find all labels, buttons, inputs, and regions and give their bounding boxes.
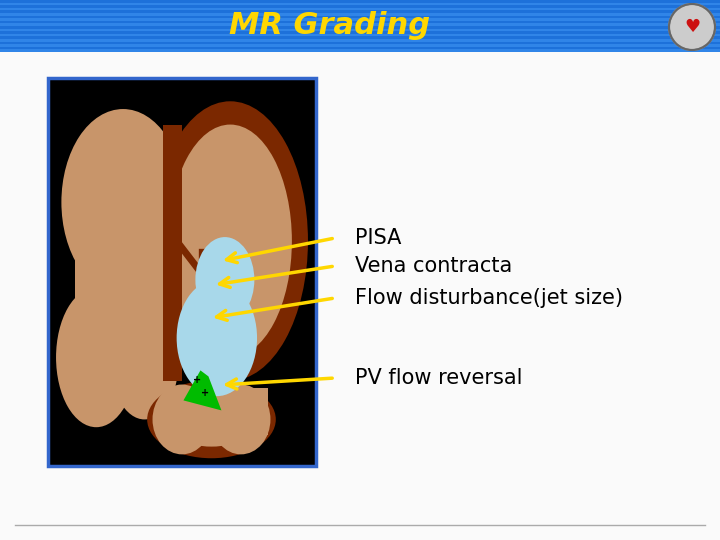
Text: +: + [194,375,202,386]
Ellipse shape [176,280,257,396]
Ellipse shape [153,102,308,381]
Ellipse shape [195,237,254,322]
Text: PISA: PISA [355,228,401,248]
Ellipse shape [109,295,179,420]
Ellipse shape [163,392,260,447]
Bar [0,16,720,18]
Bar [171,388,268,435]
Text: +: + [202,388,210,399]
Bar [0,0,720,52]
Bar [75,241,171,326]
Ellipse shape [153,384,212,454]
Bar [0,36,720,39]
Polygon shape [184,370,222,410]
Text: Vena contracta: Vena contracta [355,256,512,276]
Bar [0,42,720,44]
Ellipse shape [168,125,292,357]
Bar [0,0,720,3]
Bar [163,125,182,381]
Bar [0,10,720,13]
Bar [0,23,720,26]
Ellipse shape [61,109,184,295]
Ellipse shape [212,384,271,454]
Bar [0,5,720,8]
Polygon shape [204,292,241,322]
Bar [0,34,720,36]
Bar [48,78,316,466]
Bar [0,21,720,23]
Text: MR Grading: MR Grading [230,11,431,40]
Text: Flow disturbance(jet size): Flow disturbance(jet size) [355,288,623,308]
Bar [0,47,720,49]
Bar [0,39,720,42]
Bar [0,31,720,34]
Bar [0,18,720,21]
Ellipse shape [147,381,276,458]
Bar [0,3,720,5]
Circle shape [669,4,715,50]
Bar [0,13,720,16]
Text: ♥: ♥ [684,18,700,36]
Bar [0,26,720,29]
Bar [0,44,720,47]
Text: PV flow reversal: PV flow reversal [355,368,523,388]
Bar [0,29,720,31]
Ellipse shape [56,287,137,427]
Bar [0,49,720,52]
Bar [0,8,720,10]
